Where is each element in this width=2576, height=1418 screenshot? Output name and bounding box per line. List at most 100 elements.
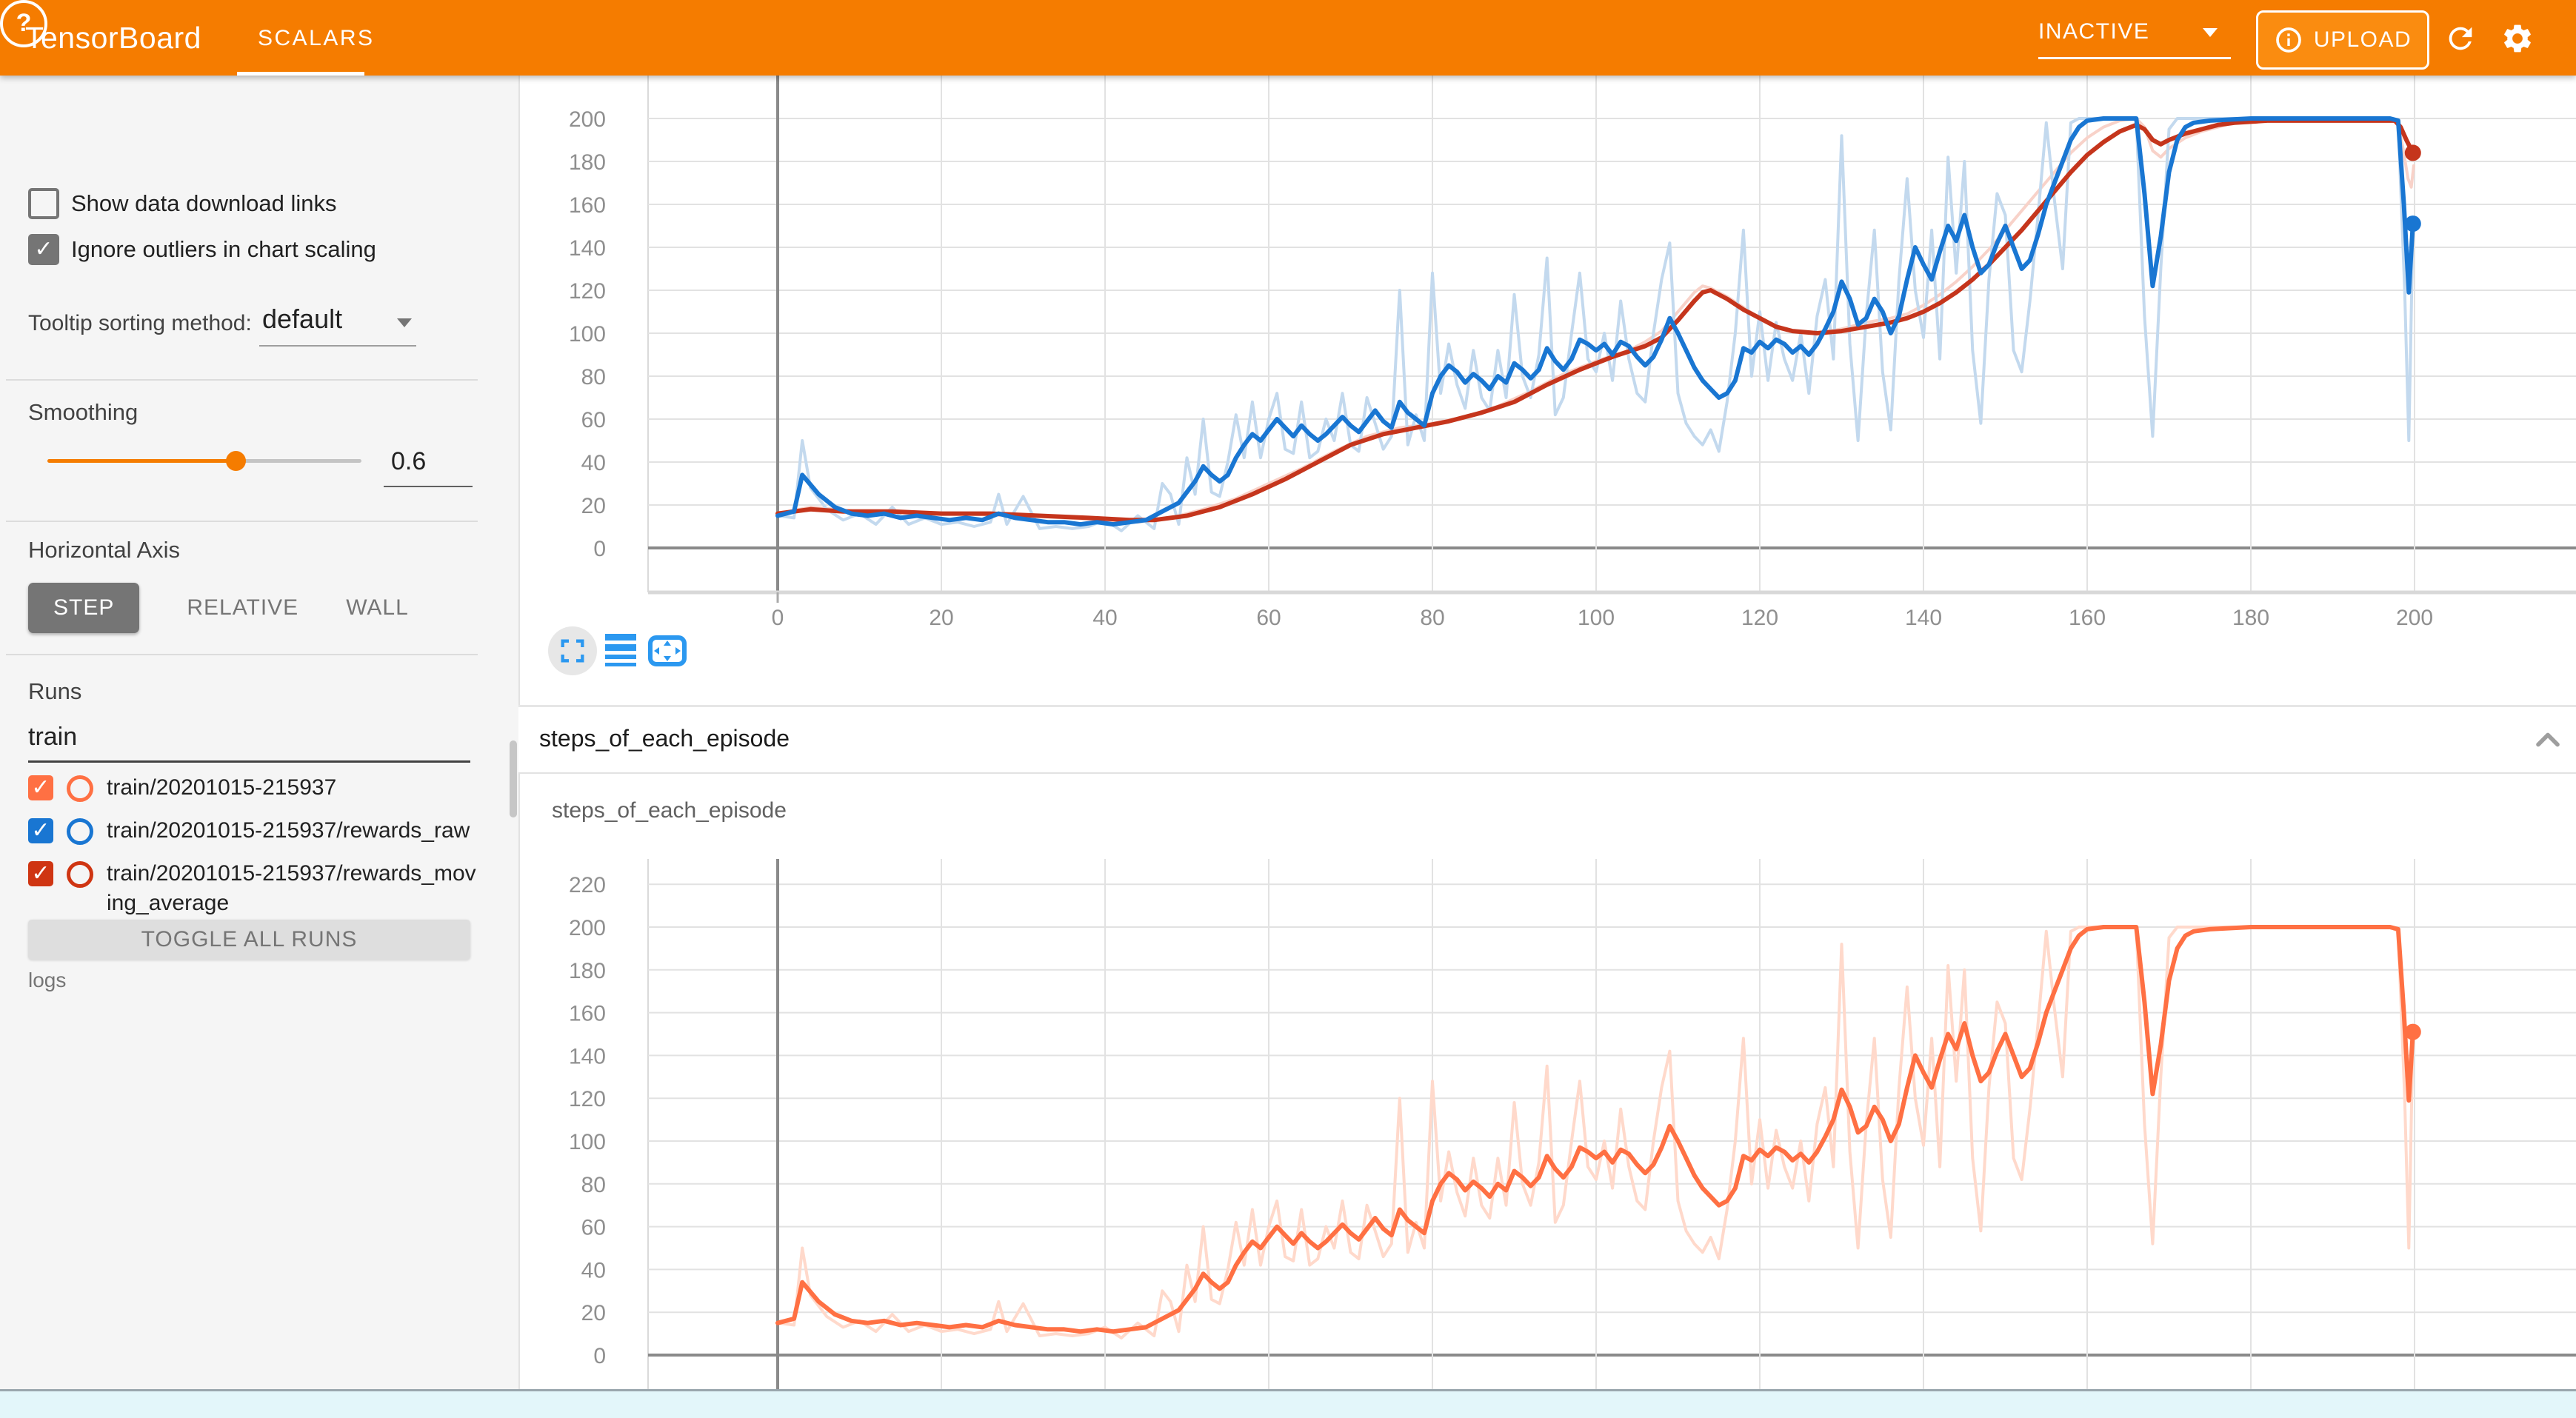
- rewards-chart[interactable]: 0 20 40 60 80 100 120 140 160 180 200 0 20 40 60 80 100 1…: [518, 76, 2576, 638]
- svg-text:0: 0: [593, 537, 606, 561]
- app-title: TensorBoard: [25, 21, 201, 55]
- tooltip-sorting-dropdown[interactable]: default: [259, 302, 416, 347]
- tab-active-underline: [237, 72, 364, 76]
- chevron-down-icon: [397, 318, 412, 327]
- svg-text:0: 0: [772, 606, 784, 630]
- svg-text:200: 200: [569, 107, 606, 132]
- collapse-section-button[interactable]: [2529, 720, 2567, 759]
- axis-option-wall[interactable]: WALL: [346, 595, 409, 620]
- axis-option-relative[interactable]: RELATIVE: [187, 595, 299, 620]
- svg-text:180: 180: [569, 959, 606, 983]
- divider: [6, 521, 478, 522]
- checkbox[interactable]: ✓: [28, 234, 59, 265]
- checkbox[interactable]: [28, 188, 59, 219]
- scrollbar-thumb[interactable]: [510, 740, 517, 817]
- svg-text:100: 100: [569, 1130, 606, 1154]
- svg-text:160: 160: [569, 193, 606, 218]
- svg-text:140: 140: [569, 1044, 606, 1068]
- status-dropdown[interactable]: INACTIVE: [2038, 13, 2231, 59]
- status-dropdown-value: INACTIVE: [2038, 19, 2150, 44]
- smoothing-value-input[interactable]: 0.6: [384, 446, 473, 487]
- section-header[interactable]: steps_of_each_episode: [518, 705, 2576, 774]
- chevron-up-icon: [2536, 732, 2560, 747]
- run-checkbox[interactable]: ✓: [28, 861, 53, 886]
- expand-chart-button[interactable]: [548, 626, 597, 675]
- svg-text:80: 80: [581, 1173, 606, 1197]
- run-label: train/20201015-215937/rewards_raw: [107, 818, 470, 843]
- checkbox-label: Ignore outliers in chart scaling: [71, 236, 376, 262]
- smoothing-slider[interactable]: [47, 446, 361, 475]
- gear-icon: [2504, 24, 2531, 53]
- refresh-icon: [2449, 27, 2472, 50]
- run-row[interactable]: ✓ train/20201015-215937/rewards_raw: [0, 816, 489, 846]
- svg-text:60: 60: [1256, 606, 1281, 630]
- bottom-strip: [0, 1389, 2576, 1418]
- help-icon: ?: [16, 9, 32, 37]
- steps-chart[interactable]: 0 20 40 60 80 100 120 140 160 180 200 220: [518, 829, 2576, 1389]
- upload-button[interactable]: UPLOAD: [2256, 10, 2429, 70]
- run-row[interactable]: ✓ train/20201015-215937: [0, 773, 489, 803]
- svg-text:160: 160: [569, 1002, 606, 1026]
- run-row[interactable]: ✓ train/20201015-215937/rewards_moving_av…: [0, 859, 489, 918]
- divider: [6, 654, 478, 655]
- logdir-label: logs: [28, 969, 67, 991]
- svg-text:60: 60: [581, 1216, 606, 1240]
- run-checkbox[interactable]: ✓: [28, 775, 53, 800]
- svg-text:120: 120: [569, 1087, 606, 1111]
- svg-text:140: 140: [569, 236, 606, 261]
- input-underline: [28, 760, 470, 763]
- svg-text:40: 40: [581, 451, 606, 475]
- horizontal-axis-options: STEP RELATIVE WALL: [28, 582, 487, 634]
- svg-text:0: 0: [593, 1344, 606, 1368]
- svg-text:20: 20: [581, 1301, 606, 1325]
- settings-checkbox-row[interactable]: Show data download links: [0, 188, 518, 219]
- checkbox-label: Show data download links: [71, 190, 337, 216]
- svg-text:200: 200: [569, 916, 606, 940]
- svg-text:80: 80: [1420, 606, 1444, 630]
- svg-text:200: 200: [2396, 606, 2433, 630]
- fullscreen-icon: [561, 639, 584, 663]
- svg-text:220: 220: [569, 873, 606, 897]
- settings-checkbox-row[interactable]: ✓ Ignore outliers in chart scaling: [0, 234, 518, 265]
- run-color-circle[interactable]: [67, 818, 93, 845]
- toggle-all-runs-button[interactable]: TOGGLE ALL RUNS: [28, 920, 470, 960]
- tooltip-sorting-value: default: [262, 304, 343, 334]
- run-label: train/20201015-215937: [107, 775, 337, 800]
- log-scale-toggle-button[interactable]: [604, 633, 637, 669]
- run-filter-input[interactable]: train: [28, 718, 470, 763]
- chart-card-title: steps_of_each_episode: [552, 798, 787, 823]
- run-color-circle[interactable]: [67, 861, 93, 888]
- run-filter-value: train: [28, 723, 78, 751]
- horizontal-axis-label: Horizontal Axis: [28, 537, 181, 563]
- svg-text:120: 120: [569, 279, 606, 304]
- log-scale-icon: [605, 634, 636, 666]
- svg-text:180: 180: [569, 150, 606, 175]
- runs-label: Runs: [28, 678, 82, 704]
- tab-scalars[interactable]: SCALARS: [258, 26, 375, 50]
- run-color-circle[interactable]: [67, 775, 93, 802]
- help-button[interactable]: ?: [0, 0, 47, 47]
- fit-domain-button[interactable]: [647, 633, 687, 669]
- svg-text:100: 100: [1578, 606, 1615, 630]
- chart-toolbar: [548, 625, 741, 677]
- upload-button-label: UPLOAD: [2313, 27, 2412, 52]
- svg-text:20: 20: [581, 494, 606, 518]
- svg-text:80: 80: [581, 365, 606, 389]
- svg-text:60: 60: [581, 408, 606, 432]
- tooltip-sorting-label: Tooltip sorting method:: [28, 311, 252, 335]
- svg-text:40: 40: [581, 1258, 606, 1282]
- svg-text:140: 140: [1905, 606, 1942, 630]
- run-checkbox[interactable]: ✓: [28, 818, 53, 843]
- svg-text:180: 180: [2232, 606, 2269, 630]
- section-title: steps_of_each_episode: [539, 725, 790, 752]
- refresh-button[interactable]: [2443, 21, 2477, 56]
- slider-thumb[interactable]: [226, 451, 246, 471]
- axis-option-step[interactable]: STEP: [28, 583, 140, 633]
- svg-text:100: 100: [569, 322, 606, 347]
- smoothing-value: 0.6: [391, 447, 427, 475]
- smoothing-label: Smoothing: [28, 399, 139, 425]
- svg-text:120: 120: [1741, 606, 1778, 630]
- svg-text:40: 40: [1092, 606, 1117, 630]
- settings-button[interactable]: [2500, 21, 2535, 56]
- dropdown-underline: [259, 345, 416, 347]
